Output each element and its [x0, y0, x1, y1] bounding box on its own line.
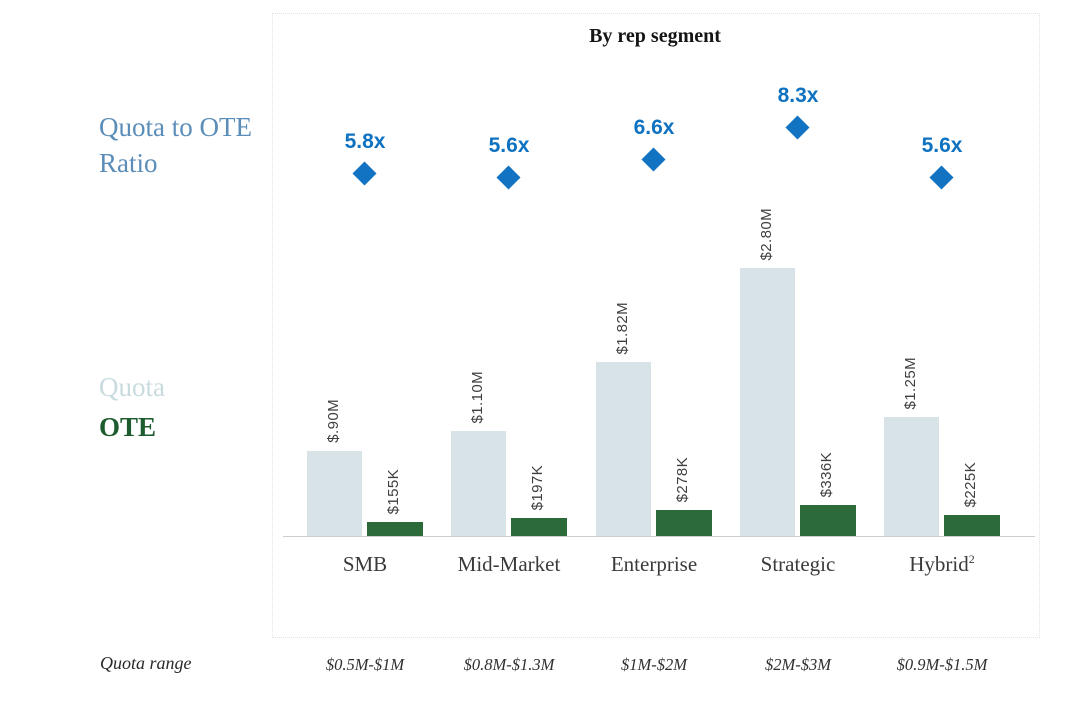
quota-bar [451, 431, 506, 537]
quota-bar-value-label: $2.80M [757, 207, 775, 260]
ote-bar [800, 505, 856, 537]
ratio-value-label: 5.8x [344, 130, 386, 153]
category-label: Enterprise [579, 552, 729, 577]
category-label: SMB [290, 552, 440, 577]
category-text: Enterprise [610, 552, 698, 576]
chart-title: By rep segment [589, 25, 721, 47]
category-text: SMB [342, 552, 388, 576]
category-label: Hybrid2 [867, 552, 1017, 577]
ote-bar [367, 522, 423, 537]
plot-border [272, 13, 1040, 638]
quota-bar [307, 451, 362, 537]
quota-range-value: $0.8M-$1.3M [463, 655, 555, 674]
ote-bar-value-label: $197K [529, 464, 546, 510]
quota-bar-value-label: $1.10M [468, 370, 486, 423]
legend-ote: OTE [99, 412, 157, 442]
ratio-value-label: 6.6x [633, 116, 675, 139]
quota-range-value: $0.5M-$1M [325, 655, 405, 674]
x-axis-baseline [283, 536, 1035, 537]
category-label: Strategic [723, 552, 873, 577]
quota-range-value: $0.9M-$1.5M [896, 655, 988, 674]
ote-bar-value-label: $336K [818, 451, 835, 497]
category-label: Mid-Market [434, 552, 584, 577]
ratio-value-label: 8.3x [777, 84, 819, 107]
quota-bar [884, 417, 939, 537]
quota-bar-value-label: $1.25M [901, 356, 919, 409]
legend-quota-to-ote-ratio: Quota to OTE Ratio [99, 112, 252, 178]
ote-bar [944, 515, 1000, 537]
ote-bar-value-label: $278K [674, 456, 691, 502]
quota-bar-value-label: $.90M [324, 399, 342, 443]
ote-bar [511, 518, 567, 537]
category-text: Mid-Market [457, 552, 561, 576]
ratio-value-label: 5.6x [921, 134, 963, 157]
quota-range-row-label: Quota range [100, 653, 192, 673]
category-text: Hybrid [909, 552, 969, 576]
ote-bar [656, 510, 712, 537]
quota-range-value: $2M-$3M [765, 655, 831, 674]
category-superscript: 2 [968, 552, 975, 566]
legend-quota: Quota [99, 372, 165, 402]
ratio-value-label: 5.6x [488, 134, 530, 157]
quota-bar [596, 362, 651, 537]
ote-bar-value-label: $225K [962, 461, 979, 507]
category-text: Strategic [760, 552, 836, 576]
ote-bar-value-label: $155K [385, 468, 402, 514]
quota-range-value: $1M-$2M [621, 655, 687, 674]
quota-bar [740, 268, 795, 537]
quota-bar-value-label: $1.82M [613, 301, 631, 354]
